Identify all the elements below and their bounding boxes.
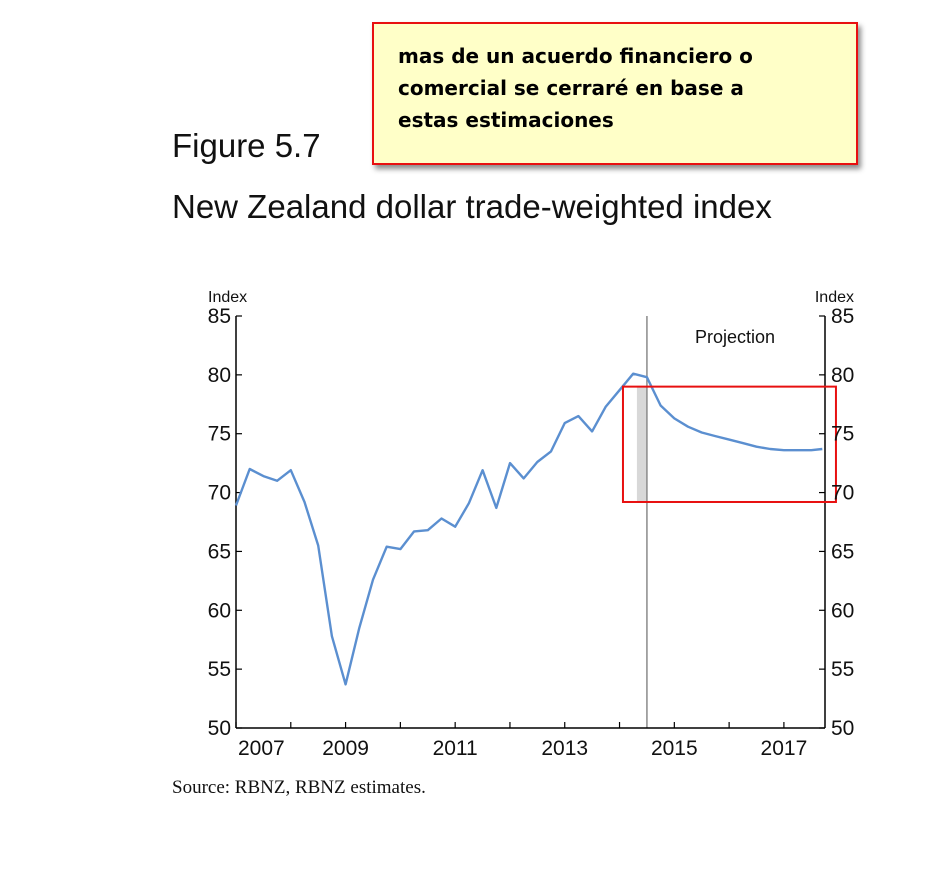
y-tick-label-left: 55 — [208, 658, 231, 681]
y-tick-label-left: 75 — [208, 423, 231, 446]
projection-label: Projection — [695, 327, 775, 347]
y-tick-label-left: 85 — [208, 305, 231, 328]
source-note: Source: RBNZ, RBNZ estimates. — [172, 777, 426, 798]
x-tick-label: 2017 — [761, 737, 808, 760]
x-tick-label: 2009 — [322, 737, 369, 760]
annotation-line-3: estas estimaciones — [398, 108, 614, 132]
y-tick-label-right: 65 — [831, 540, 854, 563]
y-axis-unit-right: Index — [815, 289, 854, 306]
y-tick-label-right: 50 — [831, 717, 854, 740]
projection-highlight-box — [621, 385, 837, 503]
x-tick-label: 2013 — [541, 737, 588, 760]
y-tick-label-left: 65 — [208, 540, 231, 563]
annotation-note: mas de un acuerdo financiero o comercial… — [372, 22, 858, 165]
annotation-line-1: mas de un acuerdo financiero o — [398, 44, 753, 68]
y-tick-label-right: 70 — [831, 482, 854, 505]
y-axis-unit-left: Index — [208, 289, 247, 306]
y-tick-label-left: 50 — [208, 717, 231, 740]
series-line-twi — [234, 372, 823, 686]
y-tick-label-right: 75 — [831, 423, 854, 446]
y-tick-label-right: 60 — [831, 599, 854, 622]
figure-title: New Zealand dollar trade-weighted index — [172, 188, 772, 225]
x-tick-label: 2011 — [433, 737, 478, 760]
y-tick-label-right: 80 — [831, 364, 854, 387]
projection-shade — [636, 386, 647, 502]
y-tick-label-right: 55 — [831, 658, 854, 681]
y-tick-label-left: 80 — [208, 364, 231, 387]
y-tick-label-right: 85 — [831, 305, 854, 328]
x-tick-label: 2015 — [651, 737, 698, 760]
x-tick-label: 2007 — [238, 737, 285, 760]
annotation-line-2: comercial se cerraré en base a — [398, 76, 744, 100]
y-tick-label-left: 70 — [208, 482, 231, 505]
y-tick-label-left: 60 — [208, 599, 231, 622]
figure-label: Figure 5.7 — [172, 127, 321, 164]
